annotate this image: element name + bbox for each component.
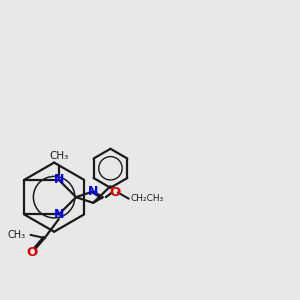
Text: O: O: [26, 246, 38, 259]
Text: CH₂CH₃: CH₂CH₃: [130, 194, 164, 203]
Text: N: N: [54, 208, 64, 221]
Text: O: O: [109, 186, 120, 199]
Text: CH₃: CH₃: [8, 230, 26, 240]
Text: CH₃: CH₃: [49, 151, 68, 161]
Text: N: N: [54, 173, 64, 186]
Text: N: N: [88, 185, 98, 198]
